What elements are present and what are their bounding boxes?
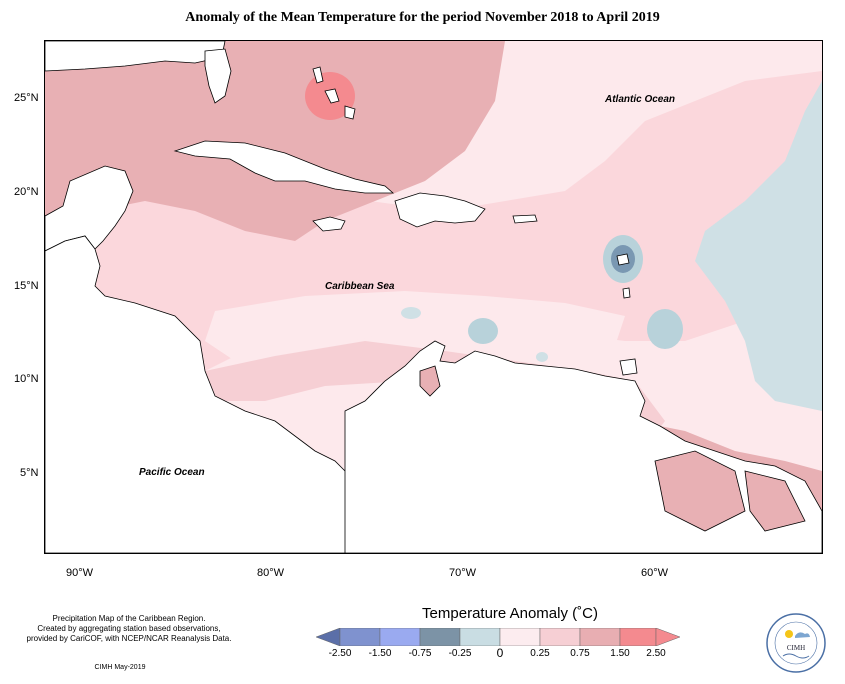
cloud-icon	[795, 632, 810, 638]
land-hispaniola	[394, 192, 486, 228]
land-masses	[45, 41, 822, 553]
legend-label-6: 0.75	[570, 648, 590, 659]
anomaly-map: Atlantic Ocean Caribbean Sea Pacific Oce…	[44, 40, 823, 554]
legend-bin-5	[499, 628, 541, 646]
legend-label-2: -0.75	[408, 648, 432, 659]
land-guyana-interior	[654, 450, 746, 532]
lat-tick-15: 15°N	[14, 280, 39, 292]
lat-tick-20: 20°N	[14, 186, 39, 198]
legend-bin-3	[419, 628, 461, 646]
footer-description: Precipitation Map of the Caribbean Regio…	[4, 614, 254, 644]
lon-tick-60: 60°W	[641, 567, 669, 579]
legend-bin-8	[619, 628, 657, 646]
label-caribbean-sea: Caribbean Sea	[325, 281, 395, 292]
anomaly-layer-negative-atlantic	[695, 81, 822, 411]
land-guadeloupe	[616, 253, 630, 266]
legend-label-7: 1.50	[610, 648, 630, 659]
label-atlantic-ocean: Atlantic Ocean	[605, 94, 676, 105]
lon-tick-80: 80°W	[257, 567, 285, 579]
lat-tick-25: 25°N	[14, 92, 39, 104]
land-florida	[45, 41, 226, 72]
land-cuba	[173, 140, 395, 194]
legend-label-4: 0	[496, 646, 504, 660]
land-trinidad	[619, 358, 638, 376]
land-paraguana	[419, 365, 441, 397]
cimh-logo: CIMH	[766, 613, 826, 673]
lon-tick-70: 70°W	[449, 567, 477, 579]
sun-icon	[785, 630, 793, 638]
anomaly-layer-025-075	[45, 71, 822, 461]
land-jamaica	[312, 216, 346, 232]
legend-bin-6	[539, 628, 581, 646]
map-canvas	[45, 41, 822, 553]
legend-label-3: -0.25	[448, 648, 472, 659]
legend-label-1: -1.50	[368, 648, 392, 659]
footer-credit: CIMH May-2019	[94, 664, 146, 671]
legend-title: Temperature Anomaly (˚C)	[422, 605, 598, 622]
legend-bin-4	[459, 628, 501, 646]
anomaly-cool-abc	[468, 318, 498, 344]
label-pacific-ocean: Pacific Ocean	[139, 467, 205, 478]
lat-tick-5: 5°N	[20, 467, 39, 479]
legend-bin-9	[655, 628, 680, 646]
legend-label-8: 2.50	[646, 648, 666, 659]
lat-tick-10: 10°N	[14, 373, 39, 385]
land-florida-peninsula	[204, 48, 232, 104]
lon-tick-90: 90°W	[66, 567, 94, 579]
anomaly-cool-spot-2	[536, 352, 548, 362]
land-martinique	[622, 287, 631, 299]
logo-text: CIMH	[787, 644, 805, 652]
land-puerto-rico	[512, 214, 538, 224]
anomaly-cool-spot-1	[401, 307, 421, 319]
legend-label-5: 0.25	[530, 648, 550, 659]
anomaly-layer-central	[205, 291, 625, 361]
legend-bin-0	[316, 628, 341, 646]
footer-line-2: Created by aggregating station based obs…	[37, 624, 221, 633]
map-title: Anomaly of the Mean Temperature for the …	[185, 10, 660, 25]
legend-colorbar	[316, 628, 680, 646]
land-bahamas-3	[344, 105, 356, 120]
anomaly-cool-barbados	[647, 309, 683, 349]
legend-bin-1	[339, 628, 381, 646]
legend-bin-2	[379, 628, 421, 646]
wave-icon	[782, 653, 810, 659]
land-suriname-interior	[744, 470, 806, 532]
legend-bin-7	[579, 628, 621, 646]
footer-line-1: Precipitation Map of the Caribbean Regio…	[52, 614, 206, 623]
land-bahamas-2	[324, 88, 340, 104]
land-bahamas-1	[312, 66, 324, 84]
legend-label-0: -2.50	[328, 648, 352, 659]
footer-line-3: provided by CariCOF, with NCEP/NCAR Rean…	[26, 634, 232, 643]
